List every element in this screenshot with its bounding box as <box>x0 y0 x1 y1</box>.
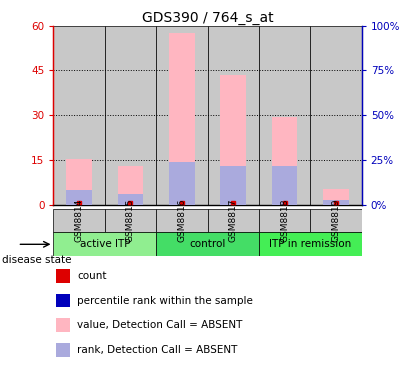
Bar <box>272 117 298 205</box>
Bar <box>66 190 92 205</box>
Text: count: count <box>77 271 107 281</box>
Bar <box>169 162 195 205</box>
Text: value, Detection Call = ABSENT: value, Detection Call = ABSENT <box>77 320 242 330</box>
Text: rank, Detection Call = ABSENT: rank, Detection Call = ABSENT <box>77 345 238 355</box>
Bar <box>156 209 208 232</box>
Bar <box>118 194 143 205</box>
Text: GSM8818: GSM8818 <box>280 199 289 242</box>
Bar <box>105 26 156 205</box>
Bar <box>156 26 208 205</box>
Bar <box>323 201 349 205</box>
Bar <box>56 269 70 283</box>
Bar <box>220 166 246 205</box>
Bar <box>310 26 362 205</box>
Bar <box>56 294 70 307</box>
Bar <box>272 166 298 205</box>
Bar <box>259 26 310 205</box>
Text: GSM8819: GSM8819 <box>332 199 340 242</box>
Bar <box>323 188 349 205</box>
Text: ITP in remission: ITP in remission <box>269 239 351 249</box>
Bar <box>53 26 105 205</box>
Bar <box>105 209 156 232</box>
Bar <box>56 343 70 357</box>
Text: GSM8815: GSM8815 <box>126 199 135 242</box>
Bar <box>310 209 362 232</box>
Text: control: control <box>189 239 226 249</box>
Bar <box>169 33 195 205</box>
Bar <box>220 75 246 205</box>
Bar <box>118 166 143 205</box>
Bar <box>208 209 259 232</box>
Bar <box>53 209 105 232</box>
Bar <box>259 232 362 256</box>
Text: GSM8816: GSM8816 <box>178 199 186 242</box>
Text: GSM8814: GSM8814 <box>75 199 83 242</box>
Bar <box>259 209 310 232</box>
Text: active ITP: active ITP <box>80 239 130 249</box>
Text: GSM8817: GSM8817 <box>229 199 238 242</box>
Text: disease state: disease state <box>2 255 72 265</box>
Bar <box>53 232 156 256</box>
Bar <box>56 318 70 332</box>
Text: percentile rank within the sample: percentile rank within the sample <box>77 296 253 306</box>
Bar <box>156 232 259 256</box>
Title: GDS390 / 764_s_at: GDS390 / 764_s_at <box>142 11 273 25</box>
Bar <box>208 26 259 205</box>
Bar <box>66 158 92 205</box>
